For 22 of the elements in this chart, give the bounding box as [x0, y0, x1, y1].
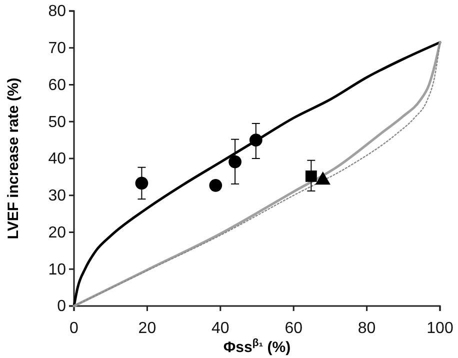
point	[209, 179, 222, 192]
point	[135, 176, 148, 190]
y-tick-label: 10	[48, 261, 66, 278]
y-tick-label: 50	[48, 114, 66, 131]
y-tick-label: 70	[48, 40, 66, 57]
point	[249, 134, 262, 146]
x-tick-label: 80	[358, 320, 376, 338]
x-tick-label: 0	[70, 320, 79, 338]
y-tick-label: 20	[48, 224, 66, 242]
y-tick-label: 0	[57, 298, 66, 316]
x-tick-label: 60	[284, 320, 303, 338]
y-tick-label: 60	[48, 76, 66, 94]
y-tick-label: 30	[48, 187, 66, 204]
point	[228, 155, 242, 168]
y-tick-label: 40	[48, 150, 66, 168]
x-tick-label: 40	[212, 320, 230, 338]
y-tick-label: 80	[48, 3, 66, 20]
y-axis-title: LVEF increase rate (%)	[5, 78, 22, 240]
point	[305, 170, 317, 182]
x-tick-label: 100	[426, 320, 454, 338]
x-tick-label: 20	[138, 320, 156, 338]
x-axis-title: Φss$^{β₁}$ (%)	[223, 337, 291, 356]
